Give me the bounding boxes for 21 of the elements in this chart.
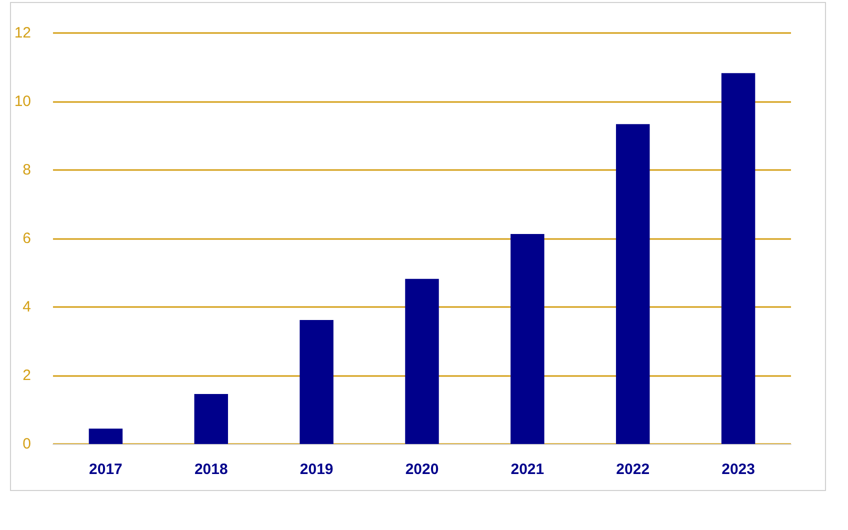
x-tick-label: 2023 (722, 461, 755, 478)
x-tick-label: 2022 (616, 461, 650, 478)
y-tick-label: 8 (22, 162, 31, 178)
y-tick-label: 4 (22, 298, 31, 316)
x-tick-label: 2018 (194, 461, 228, 478)
x-tick-label: 2021 (510, 461, 544, 478)
bar (616, 124, 650, 444)
bar (194, 394, 228, 444)
bar (88, 428, 123, 444)
y-tick-label: 2 (22, 367, 31, 384)
y-tick-label: 12 (14, 24, 31, 42)
bar (300, 320, 334, 444)
bar (405, 278, 439, 444)
y-tick-label: 0 (22, 436, 31, 452)
bar (510, 234, 544, 444)
bar (721, 73, 756, 444)
y-tick-label: 6 (22, 230, 31, 247)
x-tick-label: 2017 (89, 461, 122, 478)
x-tick-label: 2019 (300, 461, 334, 478)
y-tick-label: 10 (14, 93, 31, 110)
x-tick-label: 2020 (405, 461, 439, 478)
